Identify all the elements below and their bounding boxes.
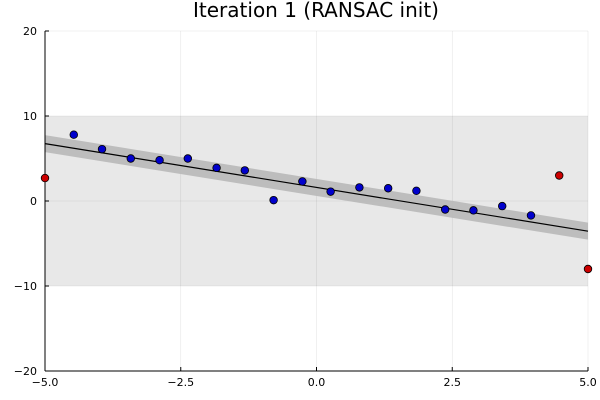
y-tick-label: 0 — [30, 195, 37, 208]
inlier-point — [69, 130, 78, 139]
outlier-point — [40, 173, 50, 183]
x-tick-label: 2.5 — [444, 376, 462, 389]
inlier-point — [383, 184, 393, 193]
fit-line — [44, 143, 589, 232]
x-tick-label: −2.5 — [167, 376, 194, 389]
inlier-point — [298, 177, 307, 186]
y-tick-label: 20 — [23, 25, 37, 38]
inlier-point — [126, 154, 135, 163]
inlier-point — [240, 166, 250, 175]
fit-line-layer — [44, 135, 589, 240]
tick-labels-layer: −5.0 −2.5 0.0 2.5 5.0 −20 −10 0 10 20 — [14, 25, 597, 389]
inlier-point — [269, 195, 278, 205]
outlier-point — [583, 264, 593, 274]
x-tick-label: 0.0 — [308, 376, 326, 389]
inlier-point — [440, 205, 450, 214]
inlier-point — [97, 144, 107, 154]
inlier-point — [155, 155, 164, 165]
inlier-point — [183, 154, 193, 163]
axes-layer — [44, 30, 589, 372]
y-tick-label: −10 — [14, 280, 37, 293]
x-tick-label: 5.0 — [579, 376, 597, 389]
inlier-point — [469, 206, 478, 215]
chart-title: Iteration 1 (RANSAC init) — [193, 0, 439, 22]
threshold-band-layer — [45, 116, 588, 286]
inlier-point — [326, 187, 335, 196]
outlier-point — [555, 171, 564, 180]
inlier-point — [355, 183, 364, 192]
x-tick-label: −5.0 — [32, 376, 59, 389]
inlier-point — [526, 211, 536, 220]
inlier-point — [498, 201, 507, 211]
threshold-band — [45, 116, 588, 286]
y-tick-label: −20 — [14, 365, 37, 378]
inlier-point — [412, 186, 421, 195]
inlier-point — [212, 163, 221, 173]
y-tick-label: 10 — [23, 110, 37, 123]
points-layer — [40, 130, 593, 274]
